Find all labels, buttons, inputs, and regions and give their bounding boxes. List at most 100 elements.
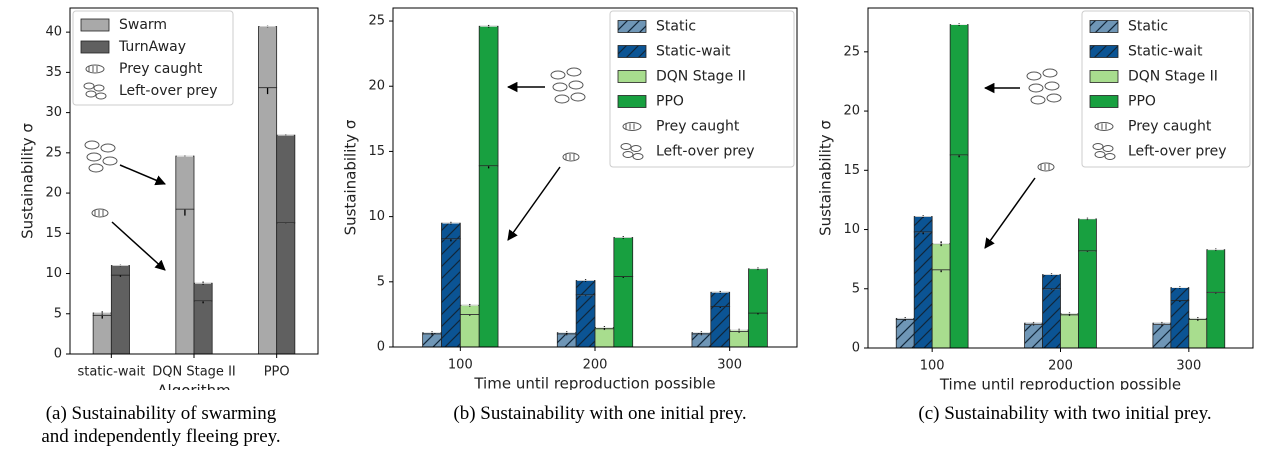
arrow [984,177,1036,249]
bar-segment [276,222,296,355]
bar-segment [931,269,951,349]
x-tick-label: 300 [1176,359,1201,374]
y-tick-label: 15 [843,163,860,178]
legend-swatch [80,18,110,32]
y-tick-label: 20 [368,79,385,94]
bar-segment [1206,291,1226,349]
y-tick-label: 35 [45,65,62,80]
bar-segment [710,291,731,307]
y-tick-label: 20 [843,104,860,119]
bar-segment [913,216,933,233]
icon-part [630,145,642,152]
x-axis-label: Time until reproduction possible [473,375,715,391]
plot-frame [392,7,798,348]
legend-label: Prey caught [1128,119,1212,135]
legend-label: Left-over prey [1128,144,1227,160]
plot-frame [69,7,319,355]
legend-swatch [617,20,647,33]
bar-segment [691,333,712,348]
bar-segment [1060,314,1079,349]
legend-label: Static [656,19,696,35]
x-tick-label: 100 [448,358,473,373]
icon-part [620,143,632,150]
bar-segment [441,238,461,348]
bar-segment [459,314,480,348]
arrow [119,164,166,186]
bar-segment [949,154,969,349]
bar-segment [1078,250,1097,349]
legend-swatch [1089,70,1119,83]
legend-icon [1092,143,1116,160]
bar-segment [1206,249,1226,293]
bar-segment [748,268,768,314]
bar-segment [895,319,915,349]
x-tick-label: 300 [717,358,742,373]
bar-segment [1024,323,1043,349]
y-axis-label: Sustainability σ [19,123,37,239]
bar-segment [478,25,499,167]
y-tick-label: 25 [368,14,385,29]
bar-segment [110,265,130,276]
bar-segment [92,314,112,355]
legend-icon [622,122,642,131]
caption: (c) Sustainability with two initial prey… [918,403,1212,424]
y-tick-label: 15 [45,226,62,241]
y-tick-label: 5 [377,274,385,289]
x-tick-label: 200 [1048,359,1073,374]
legend-label: Left-over prey [656,144,755,160]
bar-segment [575,294,596,348]
x-tick-label: PPO [264,365,290,380]
y-tick-label: 0 [377,340,385,355]
bar-segment [1170,300,1190,349]
bar-segment [949,24,969,156]
y-axis-label: Sustainability σ [342,119,360,235]
bar-segment [110,274,130,355]
bar-segment [613,237,634,277]
charts: 0 5 10 15 20 25 30 35 40 static-wait DQN Stage II P… [19,7,1254,391]
bar-segment [1078,218,1097,252]
x-tick-label: DQN Stage II [152,365,235,380]
bar-segment [913,231,933,349]
legend-label: Prey caught [119,61,203,77]
legend-label: PPO [656,94,684,110]
arrow [111,221,166,271]
icon-part [95,92,107,100]
caption: (a) Sustainability of swarming and indep… [41,403,281,447]
bar-segment [478,165,499,348]
y-tick-label: 10 [843,222,860,237]
bar-segment [258,26,278,89]
y-tick-label: 20 [45,186,62,201]
legend-label: TurnAway [118,39,186,55]
legend-box [609,10,795,168]
y-tick-label: 0 [852,341,860,356]
y-tick-label: 10 [368,209,385,224]
legend-label: Swarm [119,17,167,33]
x-tick-label: static-wait [77,365,145,380]
bar-segment [575,280,596,296]
y-tick-label: 5 [852,281,860,296]
legend-swatch [80,40,110,54]
legend-icon [83,82,107,100]
bar-segment [175,155,195,210]
y-tick-label: 15 [368,144,385,159]
icon-part [632,153,644,160]
bar-segment [193,282,213,302]
y-tick-label: 0 [54,347,62,362]
icon-part [622,122,642,131]
legend-label: Static-wait [1128,44,1203,60]
legend-icon [85,64,105,74]
bar-segment [193,300,213,355]
bar-segment [1152,323,1172,349]
icon-part [1104,153,1116,160]
y-tick-label: 30 [45,105,62,120]
bar-segment [1042,288,1061,349]
arrow [507,166,561,241]
bar-segment [1042,274,1061,290]
y-tick-label: 25 [45,145,62,160]
bar-segment [931,243,951,271]
x-tick-label: 200 [583,358,608,373]
legend-swatch [617,45,647,58]
bar-segment [556,333,577,348]
bar-segment [276,134,296,224]
